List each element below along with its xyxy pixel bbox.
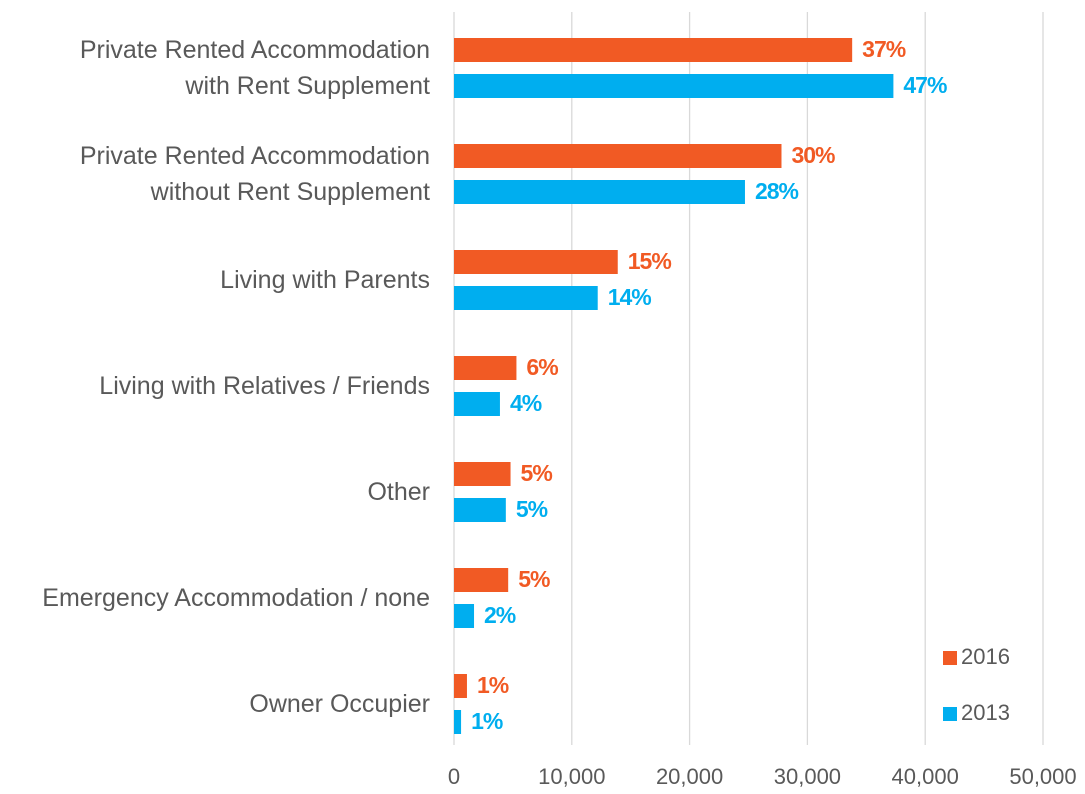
bar [454, 710, 462, 734]
data-label: 5% [518, 566, 550, 592]
data-label: 2% [484, 602, 516, 628]
y-tick-label: Emergency Accommodation / none [42, 584, 430, 612]
bar [454, 180, 745, 204]
x-tick-label: 40,000 [892, 764, 959, 789]
x-tick-label: 30,000 [774, 764, 841, 789]
x-tick-label: 20,000 [656, 764, 723, 789]
legend-swatch [943, 707, 957, 721]
bar [454, 674, 467, 698]
bar [454, 250, 618, 274]
bar [454, 462, 511, 486]
data-label: 6% [526, 354, 558, 380]
bar [454, 286, 598, 310]
data-label: 37% [862, 36, 906, 62]
y-tick-label: Private Rented Accommodation without Ren… [79, 142, 430, 206]
y-tick-label: Living with Parents [220, 266, 430, 294]
data-label: 28% [755, 178, 799, 204]
y-tick-label: Living with Relatives / Friends [99, 372, 430, 400]
x-tick-label: 50,000 [1009, 764, 1076, 789]
data-label: 47% [903, 72, 947, 98]
data-label: 5% [521, 460, 553, 486]
bar [454, 144, 782, 168]
data-label: 1% [471, 708, 503, 734]
y-tick-label: Private Rented Accommodation with Rent S… [79, 36, 430, 100]
bar [454, 74, 894, 98]
legend-label: 2016 [961, 644, 1010, 669]
bar [454, 38, 853, 62]
data-label: 4% [510, 390, 542, 416]
x-tick-label: 0 [448, 764, 460, 789]
x-tick-label: 10,000 [538, 764, 605, 789]
y-tick-label: Owner Occupier [249, 690, 430, 718]
bar [454, 604, 475, 628]
legend-label: 2013 [961, 700, 1010, 725]
bar [454, 392, 500, 416]
data-label: 5% [516, 496, 548, 522]
bar [454, 568, 509, 592]
data-label: 1% [477, 672, 509, 698]
data-label: 15% [628, 248, 672, 274]
y-tick-label: Other [367, 478, 430, 506]
bar [454, 356, 517, 380]
bar [454, 498, 506, 522]
legend-swatch [943, 651, 957, 665]
data-label: 14% [608, 284, 652, 310]
data-label: 30% [791, 142, 835, 168]
